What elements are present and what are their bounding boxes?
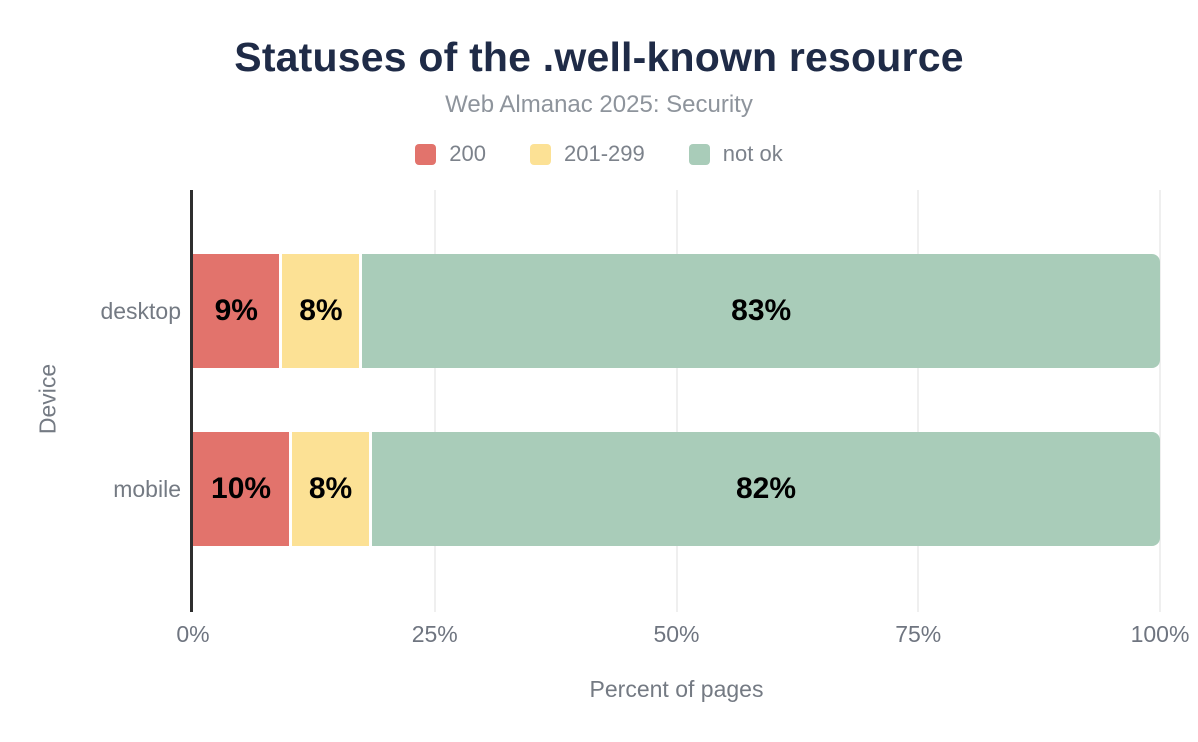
legend-label: 201-299: [564, 141, 645, 166]
bar-value-label: 82%: [735, 472, 796, 505]
bar-segment-mobile-201-299[interactable]: 8%: [292, 432, 369, 546]
plot-area: Percent of pages 0% 25% 50% 75% 100% 9% 8% 83% d…: [100, 190, 1189, 702]
x-tick-label: 50%: [653, 621, 700, 647]
gridline: [675, 190, 678, 612]
bar-value-label: 8%: [299, 294, 343, 327]
bar-value-label: 9%: [214, 294, 258, 327]
bar-value-label: 83%: [731, 294, 792, 327]
gridline: [917, 190, 920, 612]
legend-label: 200: [449, 141, 487, 166]
bar-segment-desktop-not ok[interactable]: 83%: [362, 254, 1160, 368]
legend-swatch-icon: [415, 143, 437, 165]
legend-item-0[interactable]: 200: [415, 141, 486, 167]
gridline: [1159, 190, 1161, 612]
bar-value-label: 10%: [211, 472, 272, 505]
legend-item-1[interactable]: 201-299: [530, 141, 645, 167]
bar-segment-mobile-not ok[interactable]: 82%: [371, 432, 1160, 546]
legend-label: not ok: [722, 141, 783, 166]
x-tick-label: 100%: [1130, 621, 1190, 647]
bar-segment-desktop-200[interactable]: 9%: [193, 254, 280, 368]
bar-row-mobile: 10% 8% 82%: [193, 432, 1160, 546]
x-tick-label: 0%: [176, 621, 210, 647]
y-axis-line: [190, 190, 193, 612]
bar-segment-desktop-201-299[interactable]: 8%: [282, 254, 360, 368]
legend-swatch-icon: [530, 143, 552, 165]
bar-value-label: 8%: [308, 472, 353, 505]
legend-swatch-icon: [688, 143, 710, 165]
bar-segment-mobile-200[interactable]: 10%: [193, 432, 290, 546]
x-tick-label: 75%: [895, 621, 942, 647]
x-tick-label: 25%: [411, 621, 458, 647]
legend: 200 201-299 not ok: [0, 141, 1198, 167]
bar-row-desktop: 9% 8% 83%: [193, 254, 1160, 368]
chart-title: Statuses of the .well-known resource: [234, 34, 964, 80]
legend-item-2[interactable]: not ok: [688, 141, 783, 167]
y-tick-label-mobile: mobile: [113, 475, 181, 502]
gridline: [433, 190, 436, 612]
x-axis-title: Percent of pages: [589, 676, 764, 702]
y-axis-title: Device: [34, 363, 61, 435]
chart-subtitle: Web Almanac 2025: Security: [445, 91, 753, 118]
y-tick-label-desktop: desktop: [100, 297, 181, 324]
